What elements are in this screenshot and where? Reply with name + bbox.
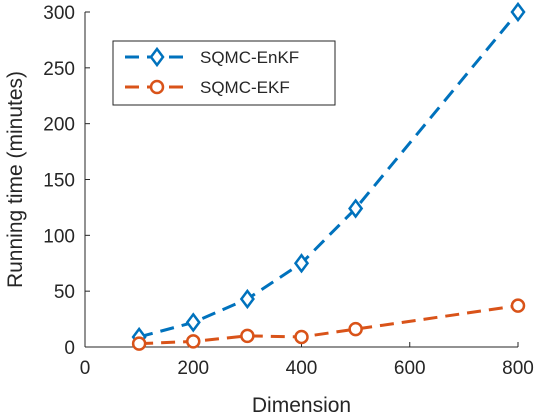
- legend: SQMC-EnKF SQMC-EKF: [112, 40, 336, 106]
- series-sqmc-ekf: [131, 298, 526, 351]
- data-point-sqmc-ekf: [294, 329, 309, 345]
- y-tick-label: 50: [54, 282, 75, 303]
- legend-label-sqmc-enkf: SQMC-EnKF: [200, 48, 299, 67]
- x-tick-label: 600: [394, 358, 426, 379]
- series-line-sqmc-ekf: [139, 304, 519, 346]
- legend-marker-sqmc-enkf: [149, 46, 165, 68]
- y-tick-label: 250: [43, 59, 75, 80]
- series-line-sqmc-enkf: [138, 11, 520, 339]
- data-point-sqmc-ekf: [348, 321, 363, 337]
- x-axis-title: Dimension: [252, 394, 351, 417]
- x-tick-label: 800: [502, 358, 534, 379]
- data-point-sqmc-ekf: [240, 328, 255, 344]
- data-point-sqmc-enkf: [239, 288, 255, 310]
- data-point-sqmc-ekf: [186, 334, 201, 349]
- y-axis-title: Running time (minutes): [4, 71, 27, 288]
- y-tick-label: 100: [43, 226, 75, 247]
- series-layer: [131, 1, 526, 351]
- data-point-sqmc-ekf: [510, 298, 526, 313]
- y-tick-label: 0: [64, 338, 75, 359]
- data-point-sqmc-ekf: [131, 336, 147, 351]
- legend-label-sqmc-ekf: SQMC-EKF: [200, 78, 290, 97]
- plot-area: 0 200 400 600 800 0 50 100 150 200 250 300: [43, 3, 534, 379]
- legend-marker-sqmc-ekf: [149, 79, 165, 95]
- data-point-sqmc-enkf: [348, 198, 364, 219]
- x-tick-label: 400: [286, 358, 318, 379]
- y-tick-label: 200: [43, 115, 75, 136]
- data-point-sqmc-enkf: [510, 1, 526, 23]
- y-tick-label: 300: [43, 3, 75, 24]
- legend-box: [112, 40, 336, 106]
- y-tick-label: 150: [43, 171, 75, 192]
- x-tick-label: 200: [177, 358, 209, 379]
- x-tick-label: 0: [80, 358, 91, 379]
- data-point-sqmc-enkf: [185, 312, 201, 333]
- data-point-sqmc-enkf: [293, 253, 310, 274]
